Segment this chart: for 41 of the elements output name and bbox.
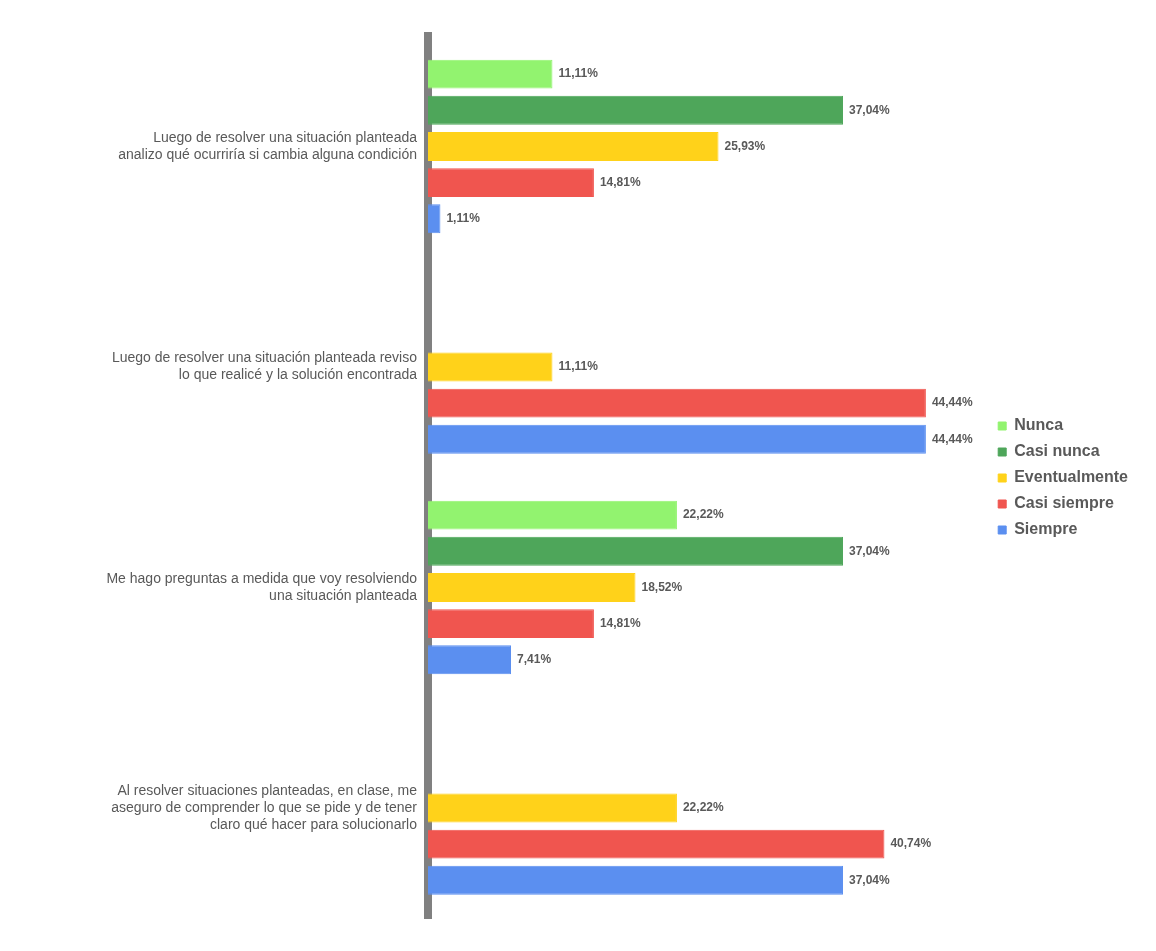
- data-label: 37,04%: [848, 872, 891, 887]
- legend-label: Eventualmente: [1014, 468, 1129, 486]
- y-tick-label: Luego de resolver una situación planteada reviso lo que realicé y la solución encontrada: [111, 349, 418, 383]
- y-tick-label: Me hago preguntas a medida que voy resolviendo una situación planteada: [106, 569, 418, 603]
- legend-label: Nunca: [1014, 416, 1064, 434]
- bar: [428, 388, 926, 418]
- bar: [428, 829, 885, 859]
- legend-label: Casi nunca: [1014, 442, 1100, 460]
- data-label: 7,41%: [517, 652, 552, 667]
- data-label: 14,81%: [599, 174, 641, 189]
- data-label: 14,81%: [599, 615, 641, 630]
- bar: [428, 424, 926, 454]
- bar: [428, 352, 553, 382]
- data-label: 11,11%: [558, 359, 599, 374]
- data-label: 25,93%: [724, 138, 766, 153]
- bar: [428, 645, 512, 675]
- data-label: 22,22%: [682, 507, 724, 522]
- data-label: 1,11%: [446, 211, 481, 226]
- bar: [428, 865, 843, 895]
- y-tick-label: Al resolver situaciones planteadas, en clase, me aseguro de comprender lo que se pide y de tener claro qué hacer para solucionarlo: [111, 782, 418, 832]
- data-label: 22,22%: [682, 800, 724, 815]
- data-label: 37,04%: [848, 543, 891, 558]
- bar: [428, 131, 719, 161]
- bar: [428, 572, 636, 602]
- bar: [428, 59, 553, 89]
- y-tick-label: Luego de resolver una situación planteada analizo qué ocurriría si cambia alguna condición: [118, 128, 418, 162]
- data-label: 37,04%: [848, 102, 891, 117]
- bar: [428, 500, 677, 530]
- bar: [428, 609, 594, 639]
- bar: [428, 536, 843, 566]
- bar: [428, 168, 594, 198]
- legend-label: Siempre: [1014, 520, 1078, 538]
- data-label: 44,44%: [931, 431, 973, 446]
- data-label: 40,74%: [890, 836, 932, 851]
- bar: [428, 793, 677, 823]
- data-label: 44,44%: [931, 395, 973, 410]
- bar: [428, 204, 441, 234]
- data-label: 11,11%: [558, 66, 599, 81]
- data-label: 18,52%: [641, 579, 683, 594]
- legend-label: Casi siempre: [1014, 494, 1114, 512]
- bar: [428, 95, 843, 125]
